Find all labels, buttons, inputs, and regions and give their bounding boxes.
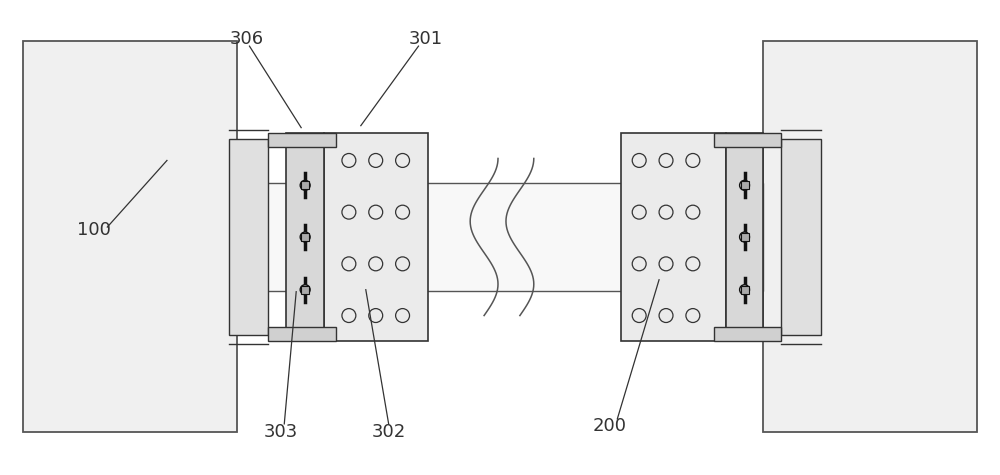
Circle shape [740, 180, 750, 190]
Text: 303: 303 [264, 423, 298, 441]
Bar [714, 133, 781, 146]
Bar [268, 327, 336, 342]
Bar [301, 233, 309, 241]
Circle shape [300, 232, 310, 242]
Text: 301: 301 [408, 30, 443, 48]
Circle shape [740, 285, 750, 294]
Bar [301, 286, 309, 294]
Bar [741, 181, 749, 189]
Bar [286, 133, 324, 342]
Text: 200: 200 [592, 417, 626, 435]
Circle shape [740, 232, 750, 242]
Circle shape [300, 285, 310, 294]
Bar [301, 181, 309, 189]
Bar [741, 233, 749, 241]
Bar [741, 286, 749, 294]
Bar [268, 133, 336, 146]
Bar [229, 139, 268, 335]
Text: 100: 100 [77, 221, 111, 239]
Bar [324, 133, 428, 342]
Bar [714, 327, 781, 342]
Text: 306: 306 [229, 30, 264, 48]
Bar [237, 183, 763, 291]
Bar [621, 133, 726, 342]
Bar [726, 133, 763, 342]
Text: 302: 302 [372, 423, 406, 441]
Bar [763, 41, 977, 432]
Bar [781, 139, 821, 335]
Bar [23, 41, 237, 432]
Circle shape [300, 180, 310, 190]
